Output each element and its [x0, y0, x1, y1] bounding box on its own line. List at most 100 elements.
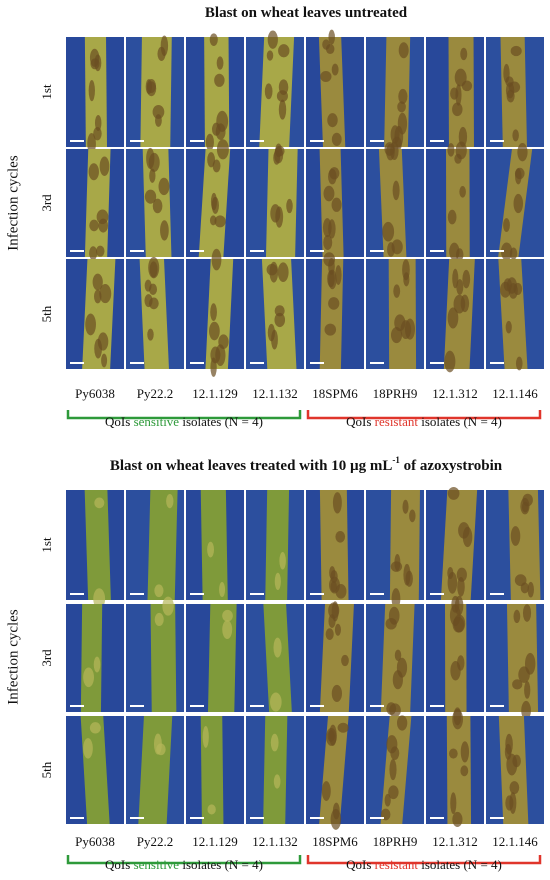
leaf-photo: [186, 248, 244, 377]
lesion: [154, 612, 164, 627]
leaf: [200, 490, 228, 600]
group-bracket: [66, 410, 302, 420]
leaf-photo: [186, 139, 244, 257]
row-label: 5th: [39, 761, 54, 778]
lesion: [515, 356, 523, 371]
lesion: [278, 99, 287, 120]
column-label: 12.1.146: [492, 386, 538, 401]
leaf-photo: [246, 716, 304, 824]
lesion: [162, 596, 174, 616]
leaf: [150, 604, 177, 712]
lesion: [83, 738, 93, 759]
lesion: [222, 620, 233, 639]
leaf: [84, 37, 108, 147]
lesion: [222, 609, 233, 622]
lesion: [216, 139, 229, 160]
leaf-photo: [306, 490, 364, 600]
leaf: [147, 490, 178, 600]
lesion: [270, 204, 281, 223]
lesion: [397, 101, 406, 113]
lesion: [460, 765, 469, 777]
leaf: [259, 37, 295, 147]
lesion: [320, 71, 332, 83]
lesion: [403, 272, 410, 287]
leaf-photo: [66, 716, 124, 824]
leaf-photo: [486, 37, 544, 147]
leaf-photo: [366, 37, 424, 152]
lesion: [148, 283, 158, 295]
lesion: [94, 114, 102, 131]
lesion: [462, 526, 473, 548]
leaf: [388, 259, 417, 369]
lesion: [219, 582, 226, 598]
lesion: [454, 68, 467, 87]
lesion: [321, 781, 331, 801]
lesion: [386, 735, 398, 754]
leaf-photo: [366, 604, 424, 718]
leaf-photo: [486, 259, 544, 371]
group-text: QoIs: [346, 414, 375, 429]
row-label: 3rd: [39, 194, 54, 212]
lesion: [88, 163, 99, 181]
lesion: [209, 33, 218, 46]
leaf-photo: [366, 141, 424, 257]
leaf-photo: [126, 596, 184, 712]
lesion: [382, 221, 395, 242]
lesion: [323, 234, 333, 251]
lesion: [215, 344, 226, 367]
lesion: [509, 792, 517, 814]
lesion: [509, 781, 520, 795]
lesion: [459, 186, 466, 198]
leaf: [140, 37, 172, 147]
lesion: [389, 758, 397, 781]
row-label: 5th: [39, 305, 54, 322]
lesion: [334, 623, 341, 636]
lesion: [513, 609, 521, 624]
lesion: [447, 566, 454, 580]
lesion: [93, 656, 101, 673]
lesion: [331, 132, 342, 146]
group-text: isolates (N = 4): [418, 414, 502, 429]
row-label: 3rd: [39, 649, 54, 667]
lesion: [500, 242, 513, 261]
leaf-photo: [486, 490, 544, 600]
column-label: Py22.2: [137, 386, 173, 401]
lesion: [392, 670, 403, 690]
leaf-photo: [246, 490, 304, 600]
leaf-photo: [366, 490, 424, 610]
lesion: [325, 628, 334, 641]
leaf-photo: [66, 149, 124, 261]
leaf-photo: [246, 30, 304, 147]
lesion: [460, 741, 470, 763]
lesion: [509, 247, 518, 260]
lesion: [331, 197, 342, 212]
leaf-photo: [126, 35, 184, 147]
lesion: [274, 312, 286, 328]
lesion: [328, 29, 335, 45]
lesion: [390, 141, 399, 161]
lesion: [512, 679, 523, 690]
lesion: [160, 220, 169, 241]
leaf-photo: [486, 604, 544, 720]
leaf-photo: [306, 601, 364, 712]
lesion: [337, 722, 349, 733]
leaf-photo: [366, 715, 424, 824]
lesion: [527, 581, 534, 598]
lesion: [99, 156, 110, 176]
column-label: 12.1.132: [252, 834, 298, 849]
lesion: [453, 707, 462, 726]
lesion: [98, 218, 109, 233]
title-text: Blast on wheat leaves treated with 10 µg…: [110, 458, 393, 474]
y-axis-label: Infection cycles: [5, 609, 21, 705]
lesion: [330, 808, 342, 830]
lesion: [96, 245, 105, 257]
lesion: [398, 42, 409, 59]
lesion: [216, 56, 224, 70]
lesion: [503, 218, 510, 233]
leaf: [378, 149, 407, 257]
lesion: [207, 804, 216, 815]
lesion: [152, 198, 163, 214]
leaf-photo: [126, 147, 184, 257]
lesion: [93, 588, 106, 610]
